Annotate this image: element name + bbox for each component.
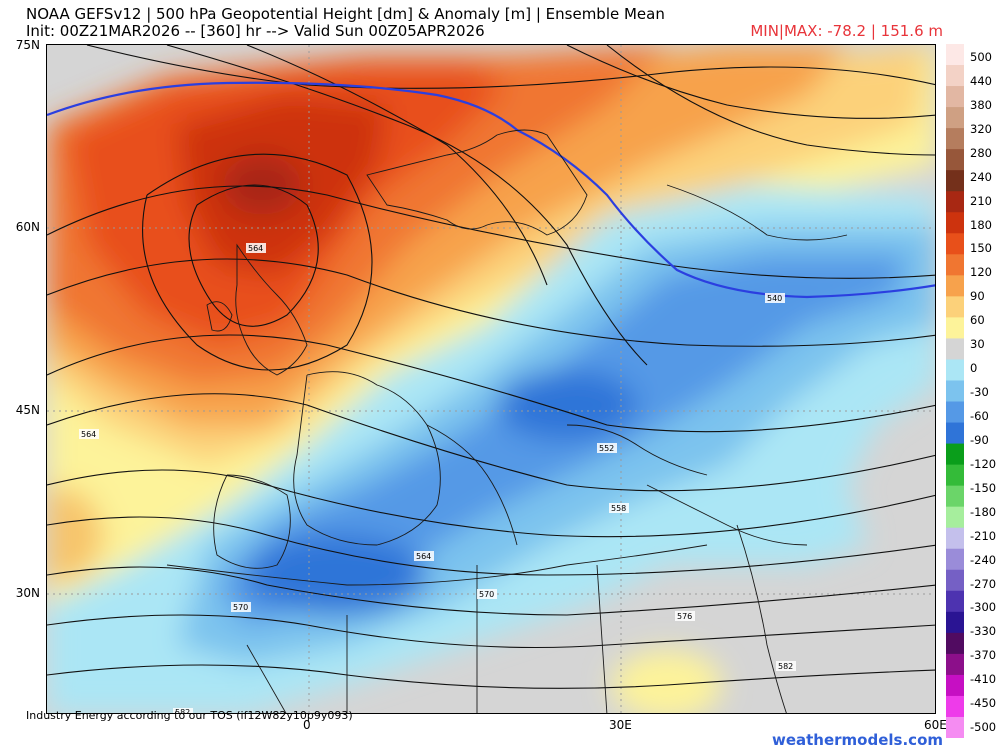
contour-label-552: 552 — [599, 444, 614, 453]
lon-label-60e: 60E — [924, 718, 947, 732]
lon-label-0: 0 — [303, 718, 311, 732]
colorbar-tick-label: 90 — [970, 289, 985, 304]
colorbar-swatch — [946, 443, 964, 466]
colorbar-tick-label: -300 — [970, 600, 997, 615]
colorbar-swatch — [946, 107, 964, 129]
colorbar-swatch — [946, 338, 964, 360]
colorbar-swatch — [946, 254, 964, 276]
colorbar-tick-label: 440 — [970, 73, 992, 88]
colorbar-swatch — [946, 191, 964, 213]
colorbar-swatch — [946, 86, 964, 108]
colorbar-swatch — [946, 653, 964, 676]
colorbar-tick-label: 210 — [970, 193, 992, 208]
contour-label-582-west: 582 — [175, 708, 190, 714]
map-subtitle: Init: 00Z21MAR2026 -- [360] hr --> Valid… — [26, 22, 485, 40]
colorbar-swatch — [946, 149, 964, 171]
colorbar-swatch — [946, 44, 964, 66]
lat-label-60n: 60N — [15, 220, 40, 234]
colorbar-swatch — [946, 716, 964, 738]
contour-label-570-east: 570 — [479, 590, 494, 599]
colorbar-tick-label: 150 — [970, 241, 992, 256]
colorbar-swatch — [946, 401, 964, 424]
colorbar-tick-label: -450 — [970, 696, 997, 711]
lat-label-45n: 45N — [15, 403, 40, 417]
colorbar-swatch — [946, 485, 964, 508]
colorbar-swatch — [946, 317, 964, 339]
colorbar-tick-label: -500 — [970, 720, 997, 735]
colorbar-tick-label: 180 — [970, 217, 992, 232]
colorbar-swatch — [946, 695, 964, 718]
colorbar-swatch — [946, 569, 964, 592]
colorbar-tick-label: -370 — [970, 648, 997, 663]
colorbar-swatch — [946, 611, 964, 634]
colorbar-tick-label: -60 — [970, 409, 989, 423]
contour-label-564-west: 564 — [81, 430, 96, 439]
colorbar-swatch — [946, 170, 964, 192]
map-title: NOAA GEFSv12 | 500 hPa Geopotential Heig… — [26, 5, 665, 23]
license-note: Industry Energy according to our TOS (if… — [26, 709, 353, 722]
lon-label-30e: 30E — [609, 718, 632, 732]
contour-label-570-west: 570 — [233, 603, 248, 612]
colorbar-tick-label: -410 — [970, 672, 997, 687]
colorbar-tick-label: -90 — [970, 432, 989, 447]
colorbar-tick-label: 60 — [970, 313, 985, 328]
contour-label-558: 558 — [611, 504, 626, 513]
colorbar-swatch — [946, 212, 964, 234]
colorbar-tick-label: -150 — [970, 480, 997, 495]
colorbar-tick-label: -240 — [970, 552, 997, 567]
colorbar-swatch — [946, 422, 964, 445]
contour-label-582-east: 582 — [778, 662, 793, 671]
colorbar-tick-label: 500 — [970, 50, 992, 64]
colorbar-swatch — [946, 233, 964, 255]
colorbar-swatch — [946, 527, 964, 550]
colorbar-tick-label: 120 — [970, 265, 992, 280]
colorbar-tick-label: 320 — [970, 121, 992, 136]
colorbar-swatch — [946, 464, 964, 487]
colorbar-swatch — [946, 359, 964, 381]
colorbar-tick-label: -120 — [970, 456, 997, 471]
colorbar-tick-label: -330 — [970, 624, 997, 639]
map-canvas: 540 552 558 564 564 570 570 576 582 582 … — [47, 45, 935, 714]
contour-label-564-south: 564 — [416, 552, 431, 561]
colorbar-swatch — [946, 65, 964, 87]
contour-label-564-high: 564 — [248, 244, 263, 253]
anomaly-map[interactable]: 540 552 558 564 564 570 570 576 582 582 … — [46, 44, 936, 714]
colorbar-tick-label: -210 — [970, 528, 997, 543]
colorbar-tick-label: 280 — [970, 145, 992, 160]
colorbar-swatch — [946, 632, 964, 655]
colorbar-tick-label: 240 — [970, 169, 992, 184]
colorbar-tick-label: 0 — [970, 361, 978, 376]
contour-label-540: 540 — [767, 294, 782, 303]
colorbar-swatch — [946, 128, 964, 150]
lat-label-30n: 30N — [15, 586, 40, 600]
colorbar-tick-label: -30 — [970, 385, 989, 399]
colorbar — [946, 44, 964, 738]
colorbar-swatch — [946, 548, 964, 571]
colorbar-swatch — [946, 590, 964, 613]
colorbar-tick-label: -180 — [970, 504, 997, 519]
contour-label-576: 576 — [677, 612, 692, 621]
colorbar-swatch — [946, 674, 964, 697]
colorbar-tick-label: 380 — [970, 97, 992, 112]
colorbar-swatch — [946, 380, 964, 403]
colorbar-swatch — [946, 296, 964, 318]
min-max-readout: MIN|MAX: -78.2 | 151.6 m — [750, 22, 943, 40]
colorbar-tick-label: 30 — [970, 337, 985, 352]
colorbar-tick-label: -270 — [970, 576, 997, 591]
colorbar-swatch — [946, 506, 964, 529]
colorbar-swatch — [946, 275, 964, 297]
brand-link[interactable]: weathermodels.com — [771, 731, 943, 749]
lat-label-75n: 75N — [15, 38, 40, 52]
